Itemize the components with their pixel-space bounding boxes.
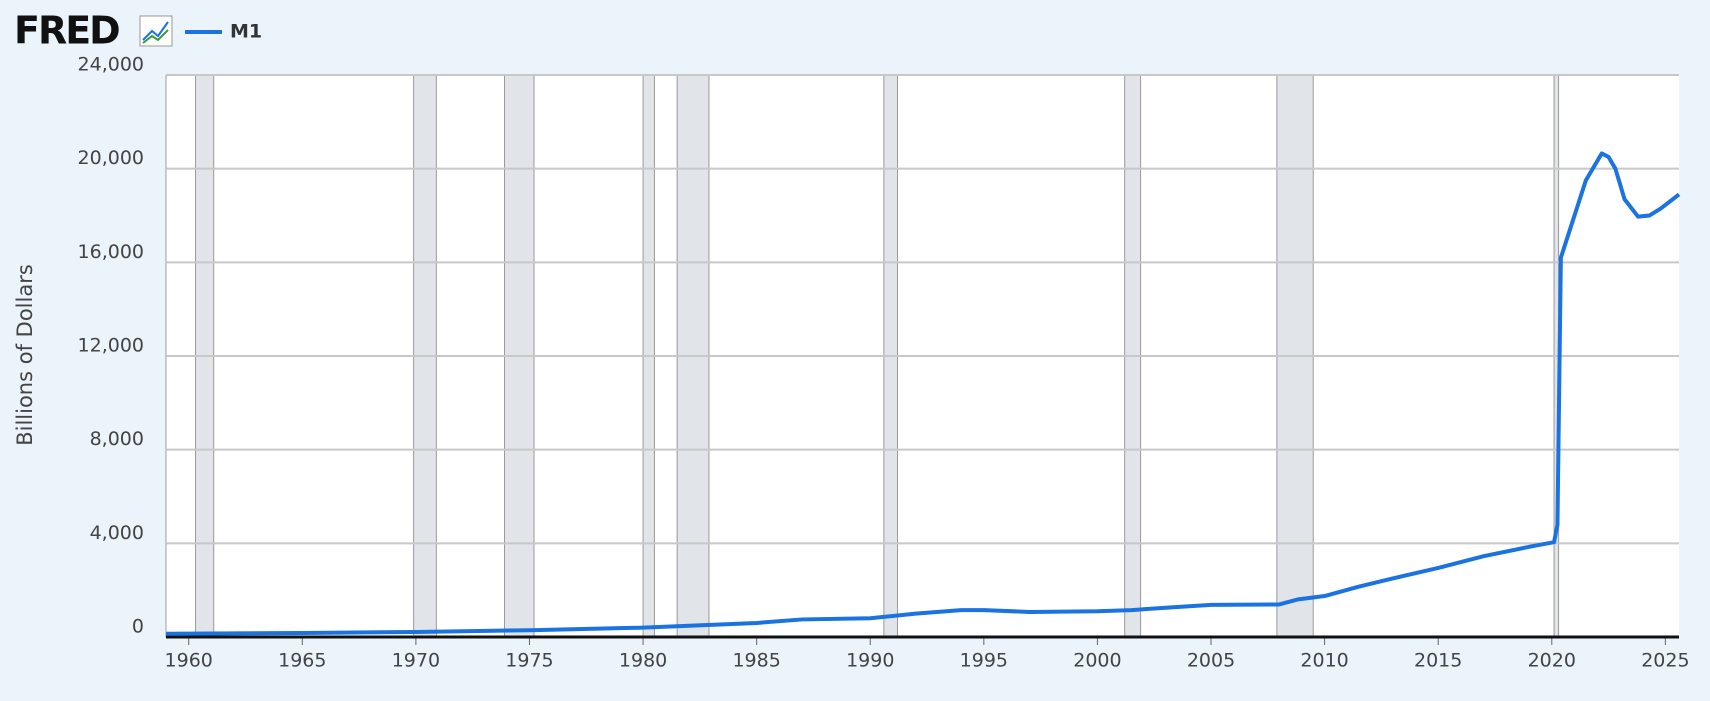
y-tick-label: 20,000 <box>78 147 144 169</box>
x-tick-label: 2015 <box>1414 650 1462 672</box>
x-tick-label: 1985 <box>732 650 780 672</box>
legend-label: M1 <box>230 21 262 43</box>
x-tick-label: 1970 <box>392 650 440 672</box>
x-tick-label: 1960 <box>165 650 213 672</box>
y-tick-label: 8,000 <box>90 428 144 450</box>
y-axis-label: Billions of Dollars <box>13 264 37 446</box>
logo[interactable]: FRED <box>14 9 121 53</box>
x-tick-label: 2000 <box>1073 650 1121 672</box>
x-tick-label: 1975 <box>505 650 553 672</box>
y-tick-label: 24,000 <box>78 54 144 76</box>
y-tick-label: 12,000 <box>78 335 144 357</box>
y-tick-label: 4,000 <box>90 522 144 544</box>
x-tick-label: 1980 <box>619 650 667 672</box>
x-tick-label: 2005 <box>1187 650 1235 672</box>
y-tick-label: 16,000 <box>78 241 144 263</box>
y-tick-label: 0 <box>132 616 144 638</box>
x-tick-label: 1990 <box>846 650 894 672</box>
series-line <box>165 151 1681 636</box>
chart-icon <box>139 15 173 47</box>
x-tick-label: 1965 <box>278 650 326 672</box>
x-tick-label: 2020 <box>1528 650 1576 672</box>
x-tick-label: 1995 <box>960 650 1008 672</box>
x-tick-label: 2010 <box>1300 650 1348 672</box>
x-tick-label: 2025 <box>1641 650 1689 672</box>
